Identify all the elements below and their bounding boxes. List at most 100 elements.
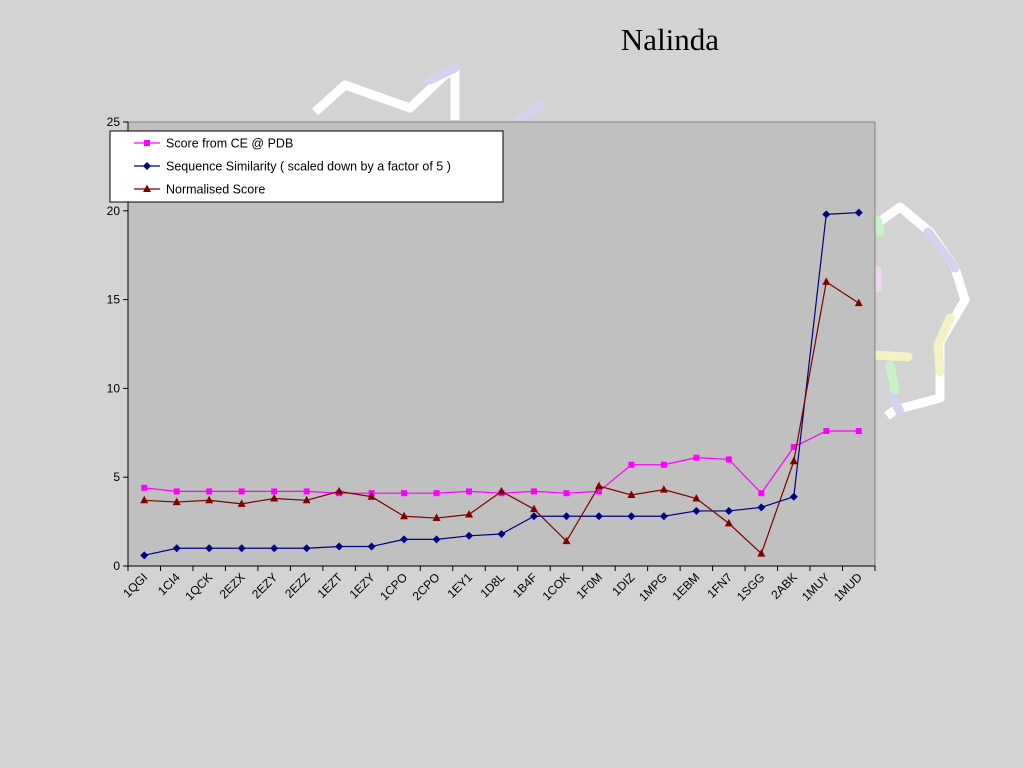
- data-point: [303, 488, 310, 495]
- data-point: [141, 484, 148, 491]
- data-point: [692, 506, 701, 515]
- x-tick-label: 1EY1: [444, 570, 475, 601]
- data-point: [529, 512, 538, 521]
- y-tick-label: 10: [107, 381, 121, 395]
- x-tick-label: 1MUD: [831, 570, 865, 604]
- data-point: [302, 495, 311, 504]
- x-tick-label: 1MUY: [799, 570, 832, 603]
- data-point: [367, 542, 376, 551]
- x-tick-label: 1COK: [540, 570, 573, 603]
- x-tick-label: 2EZZ: [282, 570, 313, 601]
- data-point: [725, 456, 732, 463]
- data-point: [237, 544, 246, 553]
- data-point: [594, 481, 603, 490]
- x-tick-label: 2EZY: [249, 570, 280, 601]
- slide-title: Nalinda: [620, 22, 720, 57]
- data-point: [432, 535, 441, 544]
- data-point: [172, 544, 181, 553]
- data-point: [335, 486, 344, 495]
- data-point: [270, 494, 279, 502]
- data-point: [562, 536, 571, 545]
- data-point: [237, 499, 246, 507]
- data-point: [758, 490, 765, 497]
- x-tick-label: 1QGI: [120, 570, 150, 600]
- data-point: [594, 512, 603, 521]
- x-tick-label: 2ABK: [768, 570, 800, 602]
- legend: Score from CE @ PDB Sequence Similarity (…: [109, 130, 504, 203]
- data-point: [757, 549, 766, 557]
- x-tick-label: 1F0M: [573, 570, 605, 602]
- data-point: [401, 490, 408, 497]
- data-point: [790, 444, 797, 451]
- series-layer: [140, 208, 863, 560]
- data-point: [465, 531, 474, 540]
- data-point: [724, 506, 733, 515]
- data-point: [595, 488, 602, 495]
- data-point: [172, 497, 181, 506]
- data-point: [628, 461, 635, 468]
- data-point: [562, 512, 571, 521]
- y-tick-label: 5: [113, 470, 120, 484]
- data-point: [466, 488, 473, 495]
- data-point: [497, 530, 506, 539]
- x-tick-label: 1SGG: [734, 570, 767, 603]
- data-point: [173, 488, 180, 495]
- x-tick-label: 1DIZ: [609, 570, 637, 598]
- legend-item: Score from CE @ PDB: [134, 137, 293, 151]
- x-tick-label: 2EZX: [217, 570, 248, 601]
- legend-box: [109, 130, 504, 203]
- data-point: [367, 492, 376, 500]
- data-point: [659, 485, 668, 493]
- data-point: [432, 513, 441, 522]
- legend-label: Score from CE @ PDB: [166, 137, 293, 151]
- data-point: [529, 504, 538, 513]
- data-point: [692, 494, 701, 502]
- data-point: [238, 488, 245, 495]
- x-tick-label: 2CPO: [410, 570, 443, 603]
- data-point: [302, 544, 311, 553]
- data-point: [822, 277, 831, 285]
- y-tick-label: 25: [107, 115, 121, 129]
- data-point: [143, 162, 151, 170]
- data-point: [757, 503, 766, 512]
- x-tick-label: 1EZY: [347, 570, 378, 601]
- data-point: [530, 488, 537, 495]
- legend-item: Sequence Similarity ( scaled down by a f…: [134, 160, 451, 174]
- data-point: [854, 208, 863, 217]
- data-point: [144, 140, 150, 146]
- data-point: [822, 210, 831, 219]
- series-3: [140, 277, 863, 557]
- data-point: [497, 486, 506, 495]
- x-tick-label: 1D8L: [477, 570, 507, 600]
- x-tick-label: 1MPG: [636, 570, 670, 604]
- legend-label: Normalised Score: [166, 183, 265, 197]
- data-point: [270, 544, 279, 553]
- data-point: [400, 511, 409, 520]
- data-point: [855, 428, 862, 435]
- legend-item: Normalised Score: [134, 183, 265, 197]
- data-point: [660, 461, 667, 468]
- y-tick-label: 0: [113, 559, 120, 573]
- data-point: [627, 512, 636, 521]
- x-tick-label: 1CI4: [155, 570, 183, 598]
- data-point: [433, 490, 440, 497]
- series-2: [140, 208, 863, 560]
- data-point: [465, 509, 474, 518]
- data-point: [854, 298, 863, 307]
- y-tick-label: 15: [107, 293, 121, 307]
- data-point: [563, 490, 570, 497]
- data-point: [143, 184, 151, 192]
- data-point: [271, 488, 278, 495]
- data-point: [789, 456, 798, 465]
- data-point: [627, 490, 636, 498]
- legend-label: Sequence Similarity ( scaled down by a f…: [166, 160, 451, 174]
- data-point: [693, 454, 700, 461]
- x-tick-label: 1EZT: [315, 570, 346, 601]
- data-point: [206, 488, 213, 495]
- y-tick-label: 20: [107, 204, 121, 218]
- data-point: [140, 495, 149, 504]
- data-point: [789, 492, 798, 501]
